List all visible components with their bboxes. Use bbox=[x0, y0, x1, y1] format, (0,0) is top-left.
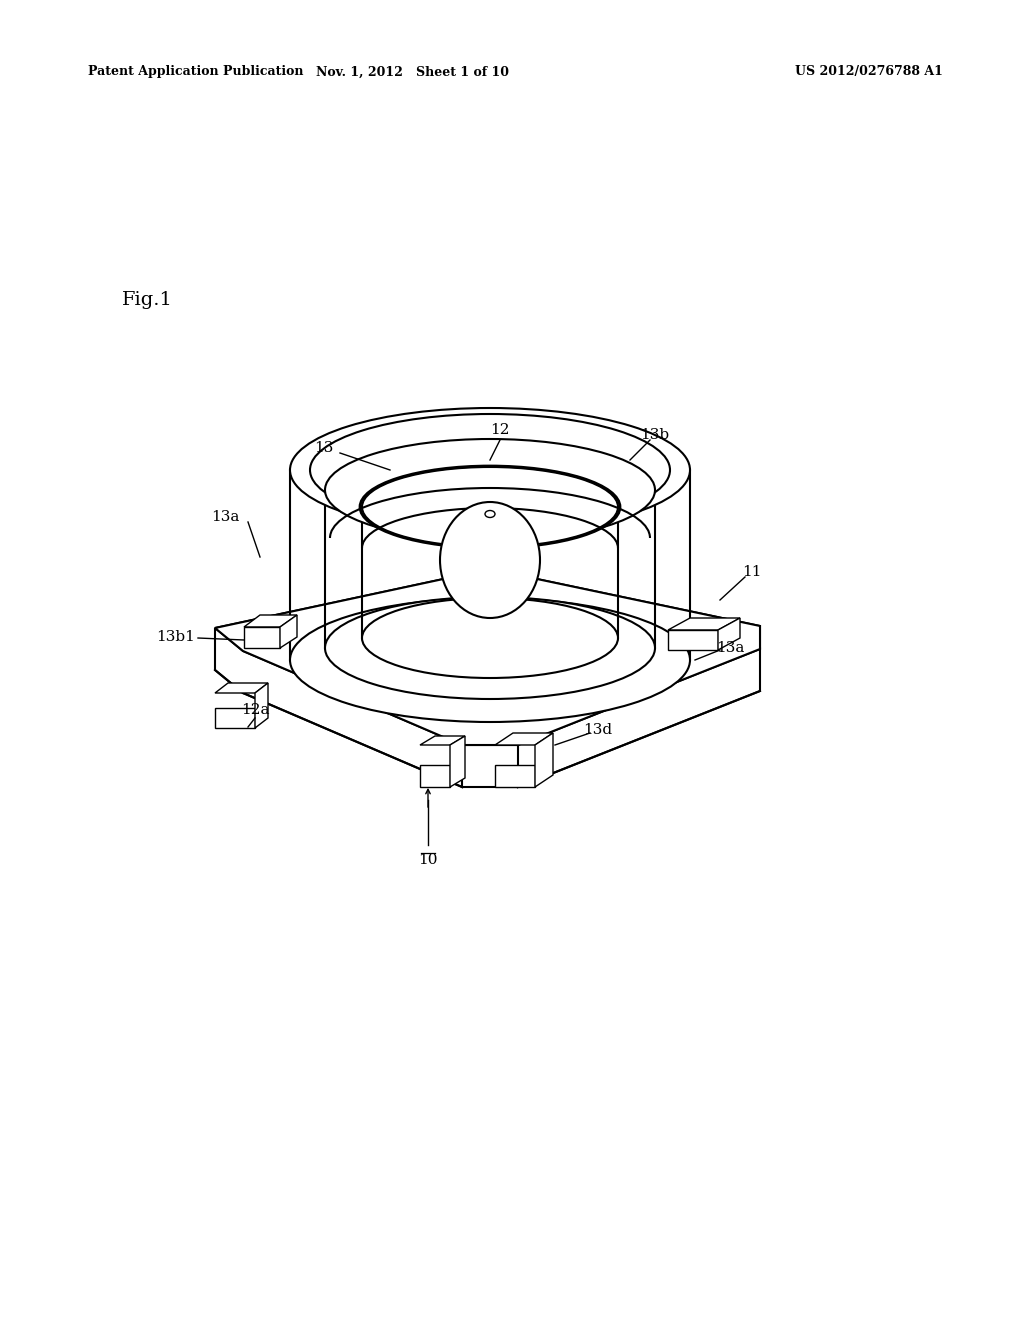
Text: 12: 12 bbox=[490, 422, 510, 437]
Ellipse shape bbox=[485, 511, 495, 517]
Ellipse shape bbox=[362, 598, 618, 678]
Polygon shape bbox=[215, 576, 760, 744]
Polygon shape bbox=[535, 733, 553, 787]
Text: 13b: 13b bbox=[640, 428, 670, 442]
Ellipse shape bbox=[325, 440, 655, 541]
Polygon shape bbox=[244, 615, 297, 627]
Ellipse shape bbox=[362, 467, 618, 546]
Ellipse shape bbox=[310, 414, 670, 525]
Text: Fig.1: Fig.1 bbox=[122, 290, 173, 309]
Ellipse shape bbox=[290, 598, 690, 722]
Polygon shape bbox=[420, 737, 465, 744]
Polygon shape bbox=[668, 618, 740, 630]
Polygon shape bbox=[420, 766, 450, 787]
Polygon shape bbox=[668, 630, 718, 649]
Text: 13a: 13a bbox=[716, 642, 744, 655]
Text: 13d: 13d bbox=[584, 723, 612, 737]
Polygon shape bbox=[244, 627, 280, 648]
Polygon shape bbox=[495, 733, 553, 744]
Text: 10: 10 bbox=[418, 853, 437, 867]
Text: 13b1: 13b1 bbox=[156, 630, 195, 644]
Ellipse shape bbox=[290, 408, 690, 532]
Text: Patent Application Publication: Patent Application Publication bbox=[88, 66, 303, 78]
Text: 13a: 13a bbox=[211, 510, 240, 524]
Polygon shape bbox=[718, 618, 740, 649]
Text: 11: 11 bbox=[742, 565, 762, 579]
Text: Nov. 1, 2012   Sheet 1 of 10: Nov. 1, 2012 Sheet 1 of 10 bbox=[315, 66, 509, 78]
Text: 13: 13 bbox=[314, 441, 334, 455]
Polygon shape bbox=[215, 576, 760, 744]
Polygon shape bbox=[518, 649, 760, 787]
Ellipse shape bbox=[325, 597, 655, 700]
Polygon shape bbox=[215, 628, 462, 787]
Polygon shape bbox=[255, 682, 268, 729]
Polygon shape bbox=[280, 615, 297, 648]
Polygon shape bbox=[450, 737, 465, 787]
Text: US 2012/0276788 A1: US 2012/0276788 A1 bbox=[795, 66, 943, 78]
Polygon shape bbox=[215, 708, 255, 729]
Text: 12a: 12a bbox=[241, 704, 269, 717]
Polygon shape bbox=[215, 682, 268, 693]
Ellipse shape bbox=[440, 502, 540, 618]
Polygon shape bbox=[495, 766, 535, 787]
